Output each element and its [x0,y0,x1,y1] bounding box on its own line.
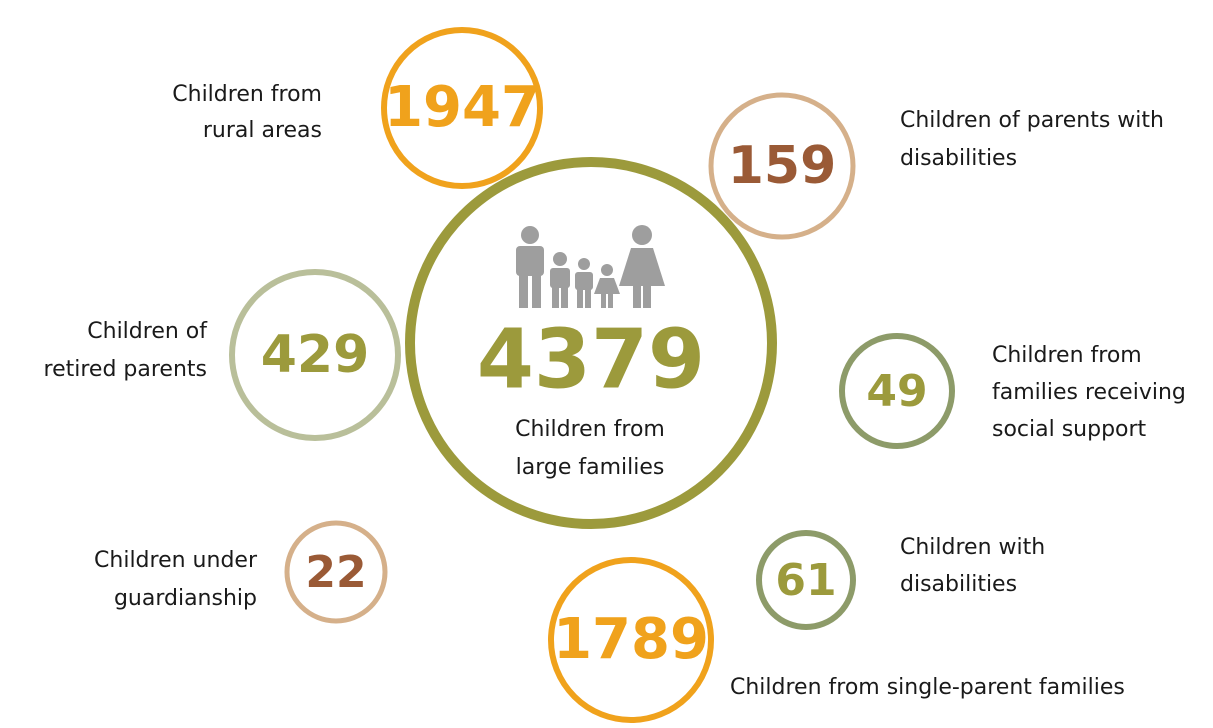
bubble [548,557,714,723]
bubble-label: Children of parents with [900,108,1164,133]
bubble-value: 159 [728,136,837,196]
bubble-label: social support [992,417,1147,442]
bubble [756,530,856,630]
center-label: large families [516,455,665,480]
bubble-value: 429 [261,325,370,385]
bubble-label: Children from [992,343,1142,368]
bubble-label: Children under [94,548,258,573]
bubble-label: families receiving [992,380,1186,405]
bubble [839,333,955,449]
bubble [284,520,388,624]
family-icon [516,225,665,308]
bubble-label: Children with [900,535,1045,560]
bubble-value: 22 [305,547,366,598]
bubble [708,92,856,240]
bubble-label: disabilities [900,146,1017,171]
center-value: 4379 [477,312,705,407]
bubble-value: 61 [775,555,836,606]
center-label: Children from [515,417,665,442]
bubble [229,269,401,441]
bubble-value: 1789 [553,607,709,672]
bubble [381,27,543,189]
center-bubble [405,157,777,529]
bubble-label: rural areas [203,118,322,143]
bubble-label: Children of [87,319,208,344]
bubble-label: Children from single-parent families [730,675,1125,700]
bubble-label: guardianship [114,586,257,611]
bubble-value: 1947 [384,75,540,140]
bubble-label: retired parents [44,357,207,382]
bubble-value: 49 [866,366,927,417]
bubble-label: Children from [172,82,322,107]
bubble-label: disabilities [900,572,1017,597]
